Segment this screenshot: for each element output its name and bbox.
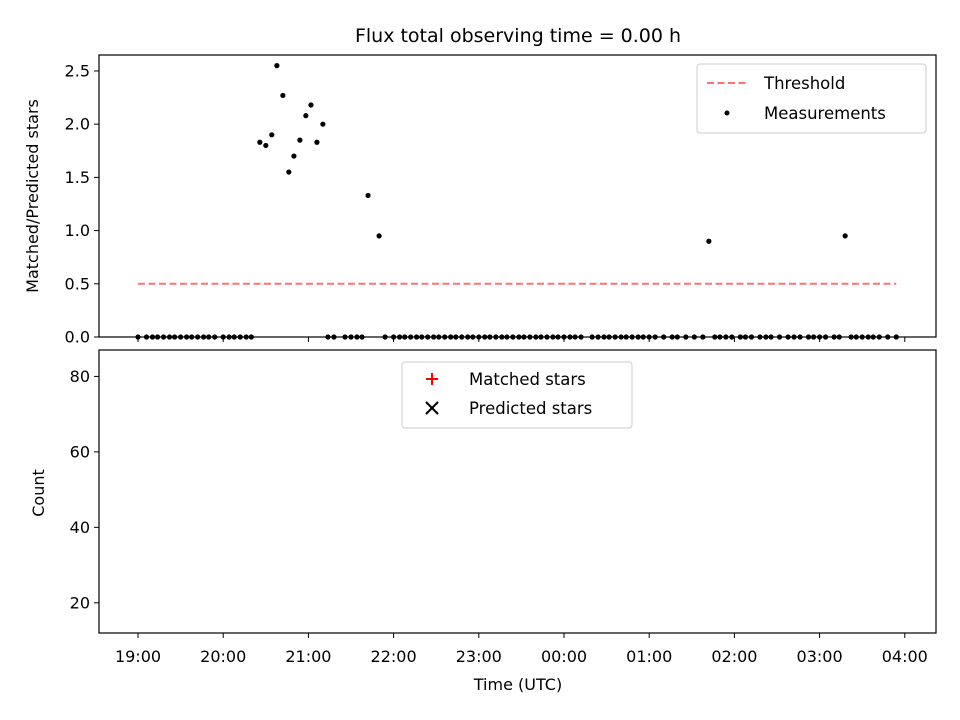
measurement-point [314, 139, 320, 145]
legend-matched-swatch [426, 373, 438, 385]
top-legend: Threshold Measurements [696, 63, 927, 134]
bottom-x-tick-label: 22:00 [371, 647, 417, 666]
top-y-tick-label: 1.0 [65, 221, 90, 240]
bottom-x-tick-label: 02:00 [711, 647, 757, 666]
top-y-tick-label: 2.5 [65, 61, 90, 80]
legend-matched-label: Matched stars [469, 370, 586, 389]
legend-measurements-swatch [724, 110, 730, 116]
measurement-point [365, 192, 371, 199]
measurement-point [376, 233, 382, 239]
top-x-ticks [137, 337, 906, 342]
top-panel: 0.0 0.5 1.0 1.5 2.0 2.5 Matched/Predicted sta… [23, 54, 937, 347]
figure-title: Flux total observing time = 0.00 h [355, 25, 681, 47]
measurement-point [280, 92, 286, 99]
top-legend-box [696, 63, 927, 134]
bottom-legend: Matched stars Predicted stars [401, 361, 633, 429]
bottom-x-tick-label: 19:00 [115, 647, 161, 666]
measurement-point [842, 233, 848, 239]
measurement-point [274, 63, 280, 69]
bottom-x-tick-label: 01:00 [626, 647, 672, 666]
bottom-y-tick-label: 80 [70, 367, 90, 386]
bottom-x-tick-label: 23:00 [456, 647, 502, 666]
bottom-panel: 20 40 60 80 19:00 20:00 21:00 22:00 23:00 00:00 0… [29, 349, 937, 694]
bottom-legend-box [401, 361, 633, 429]
top-y-tick-label: 2.0 [65, 115, 90, 134]
bottom-y-ticks: 20 40 60 80 [70, 367, 99, 612]
bottom-y-tick-label: 20 [70, 593, 90, 612]
measurement-point [308, 102, 314, 108]
measurement-point [257, 139, 263, 145]
measurement-point [303, 113, 309, 119]
bottom-x-ticks: 19:00 20:00 21:00 22:00 23:00 00:00 01:00 02:00… [115, 633, 928, 666]
measurement-point [706, 238, 712, 244]
bottom-x-tick-label: 21:00 [285, 647, 331, 666]
bottom-y-axis-label: Count [29, 469, 48, 517]
top-axes-frame [98, 54, 937, 338]
bottom-x-tick-label: 04:00 [882, 647, 928, 666]
legend-threshold-label: Threshold [763, 74, 845, 93]
bottom-x-tick-label: 03:00 [797, 647, 843, 666]
top-y-tick-label: 0.5 [65, 274, 90, 293]
top-y-tick-label: 1.5 [65, 168, 90, 187]
measurement-point [269, 132, 275, 138]
bottom-axes-frame [98, 349, 937, 634]
legend-measurements-label: Measurements [764, 104, 886, 123]
measurement-point [286, 169, 292, 175]
bottom-y-tick-label: 40 [70, 518, 90, 537]
measurement-point [320, 121, 326, 127]
bottom-x-tick-label: 00:00 [541, 647, 587, 666]
bottom-y-tick-label: 60 [70, 442, 90, 461]
bottom-x-axis-label: Time (UTC) [473, 675, 562, 694]
legend-predicted-swatch [425, 401, 439, 415]
bottom-x-tick-label: 20:00 [200, 647, 246, 666]
legend-predicted-label: Predicted stars [469, 399, 592, 418]
measurement-point [263, 142, 269, 149]
top-y-ticks: 0.0 0.5 1.0 1.5 2.0 2.5 [65, 61, 99, 347]
top-y-tick-label: 0.0 [65, 328, 90, 347]
top-y-axis-label: Matched/Predicted stars [23, 99, 42, 293]
measurement-point [297, 137, 303, 143]
measurement-point [291, 153, 297, 159]
